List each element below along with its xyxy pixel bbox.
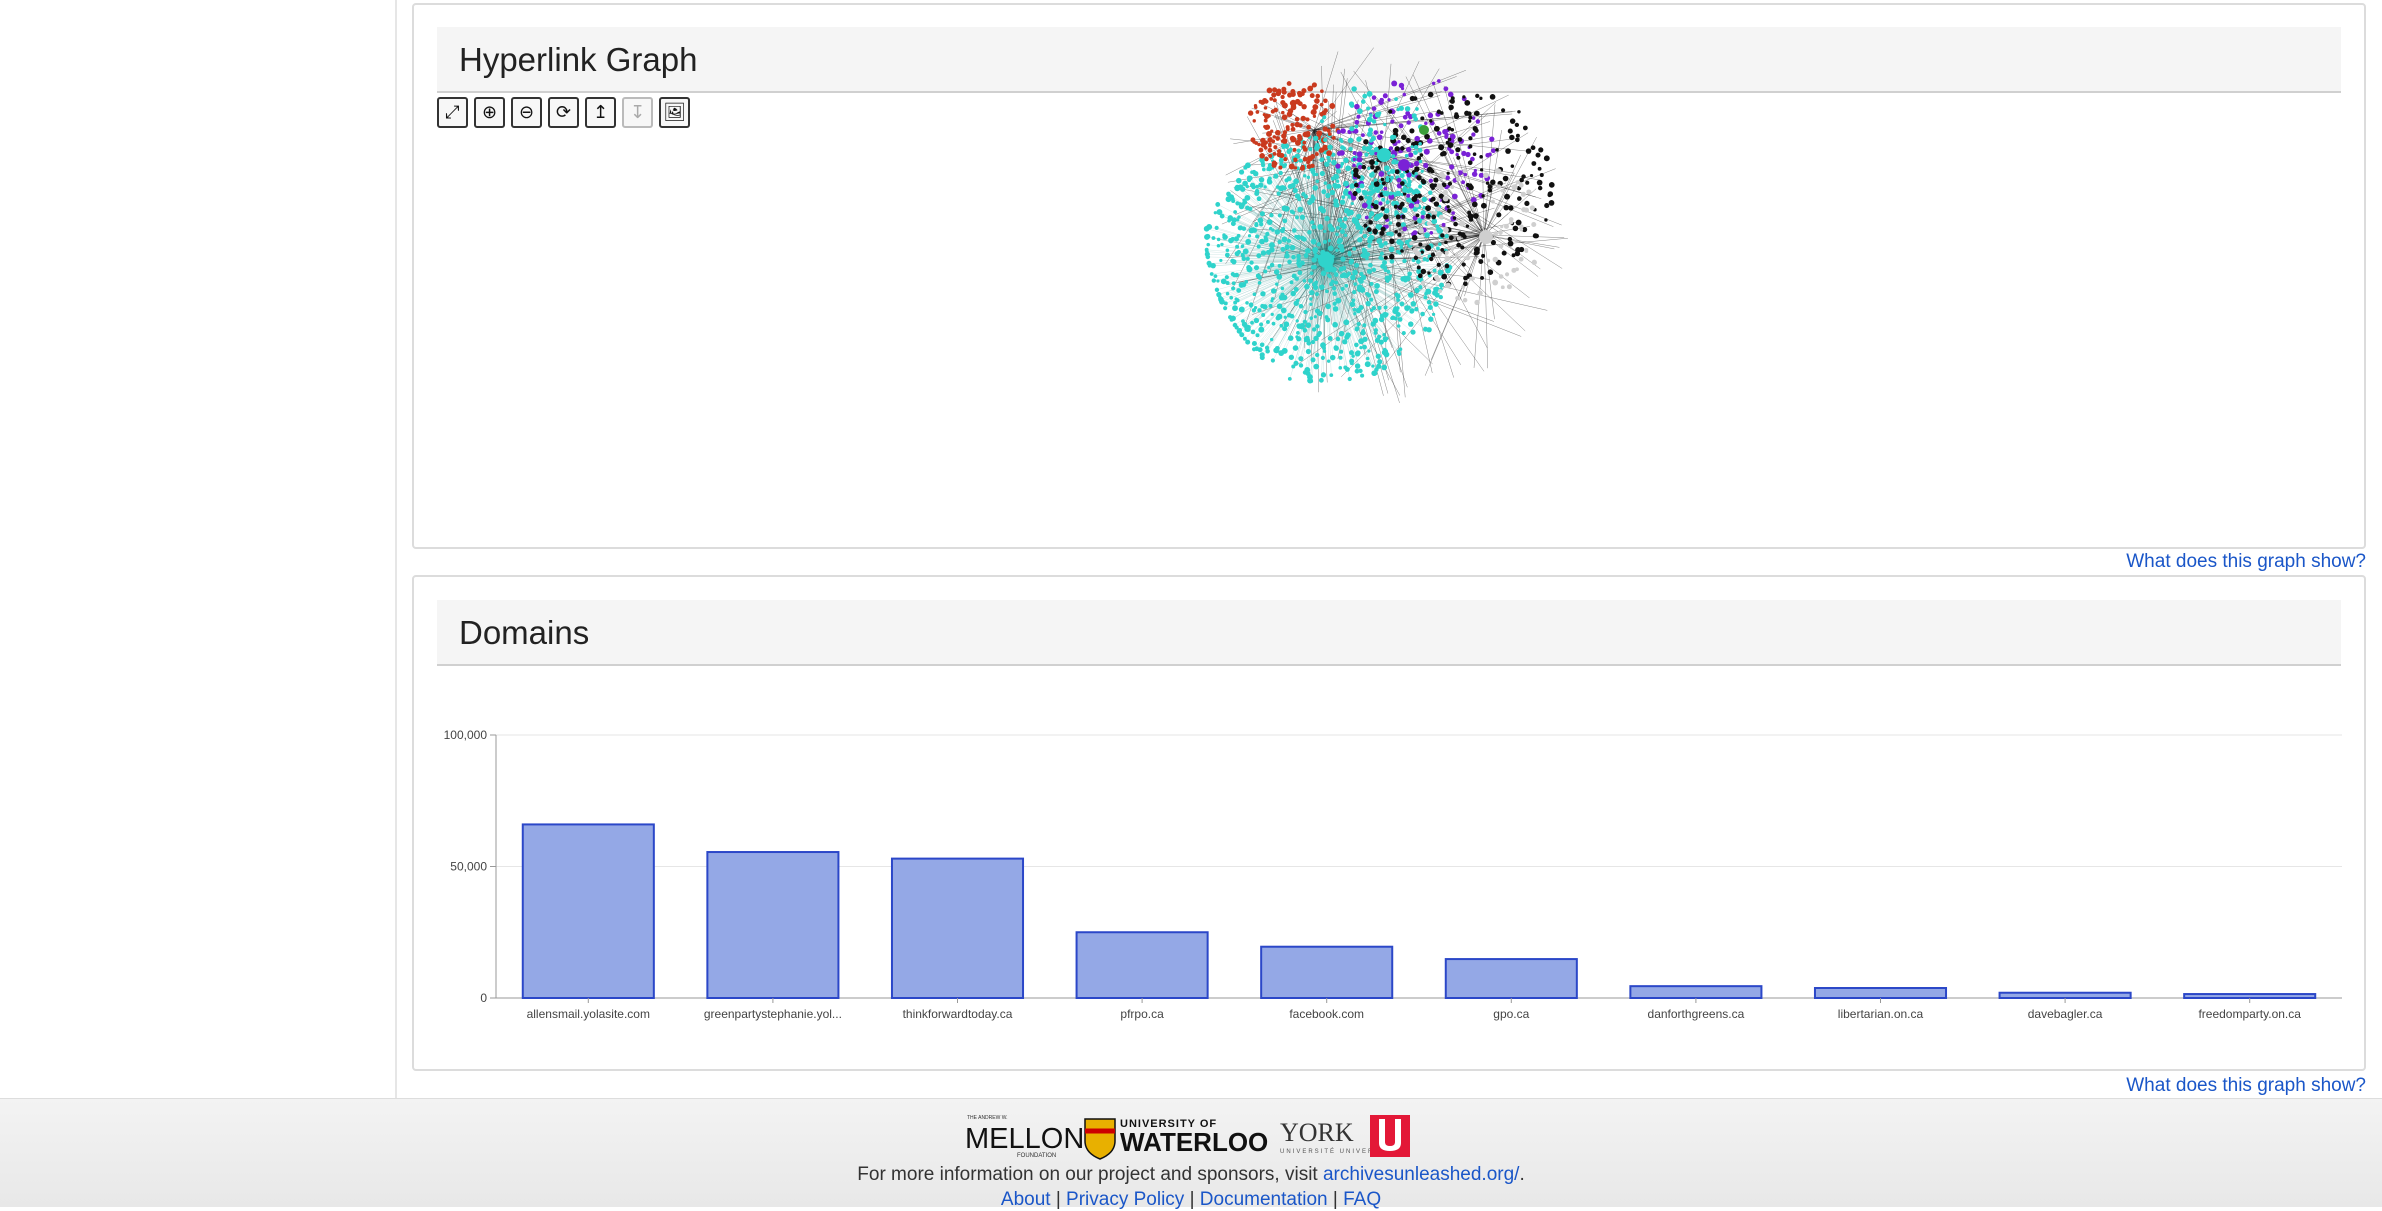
sponsor-logos: THE ANDREW W. MELLON FOUNDATION UNIVERSI… xyxy=(965,1113,1415,1161)
x-tick-label: greenpartystephanie.yol... xyxy=(704,1007,842,1021)
bar[interactable] xyxy=(1261,947,1392,998)
bar[interactable] xyxy=(1446,959,1577,998)
x-tick-label: libertarian.on.ca xyxy=(1838,1007,1924,1021)
archives-link[interactable]: archivesunleashed.org/ xyxy=(1323,1164,1519,1185)
svg-text:WATERLOO: WATERLOO xyxy=(1120,1127,1268,1157)
hyperlink-graph-panel: Hyperlink Graph ⤢ ⊕ ⊖ ⟳ ↥ ↧ 🖼 xyxy=(412,3,2366,549)
domains-help-link[interactable]: What does this graph show? xyxy=(2126,1075,2366,1097)
x-tick-label: allensmail.yolasite.com xyxy=(527,1007,650,1021)
svg-text:MELLON: MELLON xyxy=(965,1123,1084,1155)
svg-text:FOUNDATION: FOUNDATION xyxy=(1017,1153,1056,1159)
y-tick-label: 0 xyxy=(480,991,487,1005)
sidebar-divider xyxy=(395,0,397,1098)
y-tick-label: 50,000 xyxy=(450,860,487,874)
bar[interactable] xyxy=(707,852,838,998)
graph-hub-node xyxy=(1479,230,1493,244)
x-tick-label: danforthgreens.ca xyxy=(1648,1007,1745,1021)
hyperlink-network-graph[interactable] xyxy=(414,5,2364,547)
bar[interactable] xyxy=(892,859,1023,998)
x-tick-label: facebook.com xyxy=(1289,1007,1364,1021)
bar[interactable] xyxy=(2000,993,2131,998)
x-tick-label: gpo.ca xyxy=(1493,1007,1529,1021)
york-logo: YORK UNIVERSITÉ UNIVERSITY xyxy=(1280,1115,1410,1157)
bar[interactable] xyxy=(523,824,654,998)
svg-text:YORK: YORK xyxy=(1280,1118,1354,1147)
x-tick-label: freedomparty.on.ca xyxy=(2198,1007,2301,1021)
footer-links: About | Privacy Policy | Documentation |… xyxy=(0,1189,2382,1211)
graph-hub-node xyxy=(1377,148,1391,162)
bar[interactable] xyxy=(2184,994,2315,998)
bar[interactable] xyxy=(1630,986,1761,998)
footer-info: For more information on our project and … xyxy=(0,1164,2382,1186)
x-tick-label: davebagler.ca xyxy=(2028,1007,2103,1021)
graph-hub-node xyxy=(1318,252,1334,268)
footer: THE ANDREW W. MELLON FOUNDATION UNIVERSI… xyxy=(0,1098,2382,1207)
y-tick-label: 100,000 xyxy=(444,728,488,742)
x-tick-label: pfrpo.ca xyxy=(1120,1007,1164,1021)
waterloo-logo: UNIVERSITY OF WATERLOO xyxy=(1085,1118,1268,1159)
bar[interactable] xyxy=(1815,988,1946,998)
svg-text:THE ANDREW W.: THE ANDREW W. xyxy=(967,1115,1008,1121)
bar[interactable] xyxy=(1077,932,1208,998)
domains-bar-chart: 0 50,000 100,000 allensmail.yolasite.com gre… xyxy=(414,577,2364,1069)
graph-help-link[interactable]: What does this graph show? xyxy=(2126,551,2366,573)
graph-hub-node xyxy=(1398,159,1410,171)
x-tick-label: thinkforwardtoday.ca xyxy=(903,1007,1013,1021)
graph-hub-node xyxy=(1419,125,1429,135)
mellon-logo: THE ANDREW W. MELLON FOUNDATION xyxy=(965,1115,1084,1159)
